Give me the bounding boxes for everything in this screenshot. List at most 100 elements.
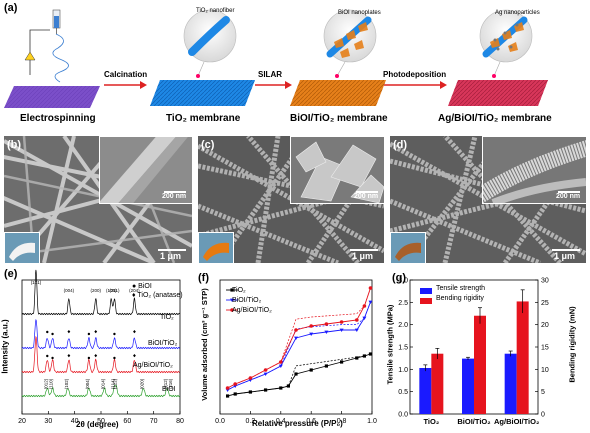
bar-ytick-left-label: 2.5	[398, 300, 408, 307]
process-arrow-2	[255, 81, 292, 89]
xrd-trace-1	[21, 319, 181, 350]
xrd-peak-label-bioi: (102)	[64, 378, 69, 389]
xrd-peak-label-bioi: (012)	[43, 378, 48, 389]
arrow-label-photodeposition: Photodeposition	[383, 70, 447, 79]
xrd-peak-label-tio2: (204)	[129, 288, 140, 293]
iso-point	[368, 352, 373, 356]
iso-point	[233, 392, 237, 396]
panel-e-label: (e)	[4, 268, 18, 280]
xrd-peak-label-bioi: (020)	[139, 378, 144, 389]
bar-ytick-right-label: 10	[541, 367, 549, 374]
iso-point	[309, 324, 313, 328]
iso-desorption-2	[227, 287, 371, 389]
iso-point	[294, 328, 298, 332]
inset-b-highmag: 200 nm	[99, 136, 192, 204]
callout-bioi-nanoplates: BiOI nanoplates	[338, 10, 381, 16]
stage-label-tio2: TiO₂ membrane	[166, 113, 241, 124]
process-arrow-3	[380, 81, 447, 89]
iso-point	[286, 384, 290, 388]
inset-scale-bar-c	[356, 191, 378, 193]
inset-c-highmag: 200 nm	[290, 136, 384, 204]
inset-scale-text-c: 200 nm	[354, 193, 379, 200]
iso-point	[248, 376, 253, 380]
photo-c	[198, 232, 234, 263]
xrd-peak-label-tio2: (211)	[109, 288, 120, 293]
iso-point	[355, 356, 359, 360]
xrd-xtick-label: 70	[150, 418, 158, 425]
iso-point	[324, 322, 329, 326]
iso-point	[362, 304, 367, 308]
panel-f-label: (f)	[198, 272, 209, 284]
inset-d-highmag: 200 nm	[482, 136, 586, 204]
xrd-peak-label-bioi: (110)	[49, 378, 54, 389]
xrd-bioi-marker	[87, 356, 91, 360]
panel-a-label: (a)	[4, 2, 18, 14]
iso-point	[355, 318, 359, 322]
iso-xtick-label: 0.4	[276, 418, 286, 425]
iso-legend-marker	[230, 288, 234, 292]
arrow-label-calcination: Calcination	[104, 70, 148, 79]
sem-image-b: 200 nm 1 μm	[4, 136, 192, 263]
iso-point	[368, 286, 373, 290]
xrd-bioi-marker	[87, 332, 91, 336]
iso-point	[279, 360, 283, 364]
iso-point	[279, 386, 283, 390]
bar-ytick-right-label: 0	[541, 412, 545, 419]
xrd-peak-label-tio2: (200)	[90, 288, 101, 293]
panel-a-schematic	[4, 9, 548, 108]
bar-ytick-right-label: 15	[541, 345, 549, 352]
bar-1-0	[431, 353, 444, 414]
xrd-tio2-marker	[94, 330, 98, 334]
xrd-trace-0	[21, 269, 181, 316]
iso-legend-marker	[230, 308, 234, 312]
iso-xtick-label: 0.2	[246, 418, 256, 425]
iso-legend-marker	[230, 298, 234, 302]
inset-scale-text-b: 200 nm	[162, 193, 187, 200]
iso-point	[309, 368, 313, 372]
xrd-xtick-label: 80	[176, 418, 184, 425]
bar-ytick-right-label: 30	[541, 278, 549, 285]
stage-label-bioi-tio2: BiOI/TiO₂ membrane	[290, 113, 388, 124]
xrd-xlabel: 2θ (degree)	[76, 420, 119, 429]
isotherm-chart: 0.0 0.2 0.4 0.6 0.8 1.0	[215, 279, 377, 425]
iso-xtick-label: 0.6	[306, 418, 316, 425]
iso-point	[362, 354, 366, 358]
bar-ytick-right-label: 25	[541, 300, 549, 307]
xrd-tio2-marker	[67, 330, 71, 334]
xrd-peak-label-bioi: (212)	[163, 378, 168, 389]
panel-g-label: (g)	[392, 272, 407, 284]
bar-legend-bending: Bending rigidity	[436, 295, 484, 302]
inset-scale-bar-b	[164, 191, 186, 193]
iso-point	[339, 328, 344, 332]
bar-ytick-left-label: 1.5	[398, 345, 408, 352]
iso-point	[225, 386, 230, 390]
iso-legend-ag-bioi-tio2: Ag/BiOI/TiO₂	[232, 307, 272, 314]
bar-ytick-right-label: 20	[541, 322, 549, 329]
xrd-bioi-marker	[51, 356, 54, 360]
xrd-bioi-marker	[46, 330, 49, 334]
photo-d	[390, 232, 426, 263]
process-arrow-1	[104, 81, 147, 89]
iso-point	[340, 360, 344, 364]
iso-point	[324, 330, 329, 334]
photo-b	[4, 232, 40, 263]
iso-point	[248, 390, 252, 394]
scale-bar-b	[158, 249, 186, 251]
xrd-legend-tio2: ♦ TiO₂ (anatase)	[132, 292, 183, 299]
callout-tio2-nanofiber: TiO₂ nanofiber	[196, 8, 235, 14]
iso-desorption-1	[227, 301, 371, 391]
stage-label-electrospinning: Electrospinning	[20, 113, 96, 124]
bar-ytick-left-label: 3.0	[398, 278, 408, 285]
panel-b-label: (b)	[7, 139, 22, 151]
xrd-xtick-label: 40	[71, 418, 79, 425]
scale-bar-d	[552, 249, 580, 251]
iso-legend-tio2: TiO₂	[232, 287, 246, 294]
xrd-tio2-marker	[67, 354, 71, 358]
iso-series-0	[227, 353, 371, 397]
xrd-trace-label-tio2: TiO₂	[160, 314, 174, 321]
inset-scale-bar-d	[558, 191, 580, 193]
iso-point	[263, 368, 268, 372]
iso-xlabel: Relative pressure (P/P₀)	[252, 419, 343, 428]
iso-point	[354, 328, 359, 332]
